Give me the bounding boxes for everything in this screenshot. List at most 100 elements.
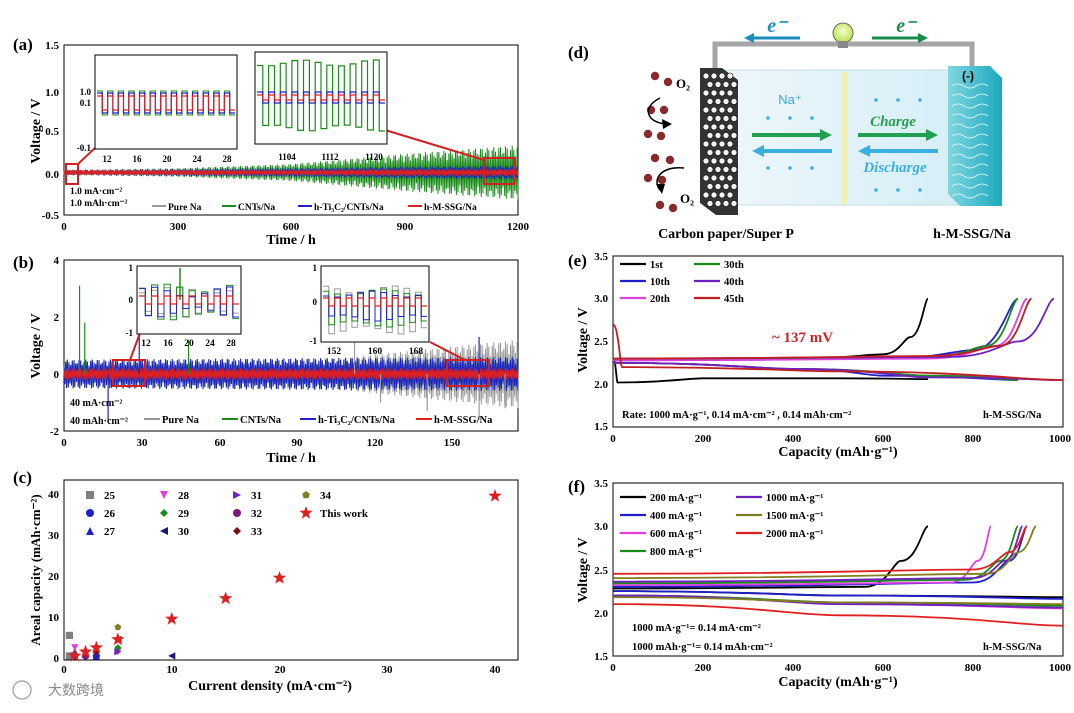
curve-discharge-1500-ma-g- bbox=[612, 596, 1064, 605]
ion-dot bbox=[874, 188, 878, 192]
cathode-pore bbox=[702, 174, 710, 182]
cathode-carbon-paper bbox=[700, 68, 738, 215]
panel-e-label: (e) bbox=[568, 251, 587, 270]
electron-arrow-right-head bbox=[918, 33, 928, 43]
legend-label: h-Ti₃C₂/CNTs/Na bbox=[318, 415, 396, 426]
cathode-pore bbox=[710, 191, 718, 199]
cathode-pore bbox=[710, 174, 718, 182]
panel-e-xtick: 1000 bbox=[1049, 433, 1072, 445]
cathode-pore bbox=[726, 89, 734, 97]
legend-label: 32 bbox=[251, 508, 263, 520]
anode-hmssg-na bbox=[948, 66, 1002, 206]
panel-c-xtick: 30 bbox=[382, 664, 394, 676]
o2-atom bbox=[643, 173, 653, 183]
panel-f-ytick: 3.5 bbox=[594, 478, 608, 490]
legend-label: h-M-SSG/Na bbox=[434, 415, 493, 426]
panel-b-inset-1-xtick: 12 bbox=[141, 339, 151, 349]
panel-b-inset-1-ytick: 1 bbox=[129, 263, 134, 273]
curve-charge-1500-ma-g- bbox=[612, 525, 1037, 579]
cathode-pore bbox=[718, 140, 726, 148]
external-circuit-wire bbox=[712, 41, 975, 72]
cathode-pore bbox=[706, 183, 714, 190]
panel-a-inset-1-ytick: 1.0 bbox=[80, 87, 92, 97]
electron-label-left: e⁻ bbox=[767, 15, 789, 37]
curve-charge-600-ma-g- bbox=[612, 525, 992, 586]
ion-dot bbox=[788, 116, 792, 120]
panel-b-xtick: 60 bbox=[215, 437, 227, 449]
curve-discharge-2000-ma-g- bbox=[612, 603, 1064, 627]
cathode-pore bbox=[706, 200, 714, 207]
legend-marker-26 bbox=[86, 509, 94, 517]
panel-f-xtick: 0 bbox=[610, 662, 616, 674]
curve-discharge-1000-ma-g- bbox=[612, 594, 1064, 609]
panel-e: (e) 3.5 3.0 2.5 2.0 1.5 0 200 400 600 80… bbox=[568, 251, 1072, 460]
panel-b-ytick: 4 bbox=[54, 255, 60, 267]
panel-a-xtick: 600 bbox=[283, 221, 300, 233]
panel-b-inset-1-ytick: 0 bbox=[129, 295, 134, 305]
panel-e-xtick: 0 bbox=[610, 433, 616, 445]
cathode-pore bbox=[726, 157, 734, 165]
legend-label: 33 bbox=[251, 526, 263, 538]
panel-b-inset-1-traces bbox=[139, 268, 239, 321]
curve-charge-200-ma-g- bbox=[612, 525, 929, 590]
panel-c-ylabel: Areal capacity (mAh·cm⁻²) bbox=[28, 494, 43, 645]
discharge-label: Discharge bbox=[862, 160, 927, 176]
panel-c-xtick: 40 bbox=[490, 664, 502, 676]
cathode-pore bbox=[722, 98, 730, 105]
legend-label: 25 bbox=[104, 490, 116, 502]
panel-a-zoom-box-1 bbox=[65, 163, 79, 185]
ion-dot bbox=[810, 116, 814, 120]
panel-b-inset-1-xtick: 20 bbox=[184, 339, 194, 349]
legend-label: 40th bbox=[724, 277, 744, 288]
legend-marker-29 bbox=[160, 509, 168, 517]
cathode-pore bbox=[702, 106, 710, 114]
point-this-work bbox=[219, 591, 233, 605]
point-34 bbox=[114, 623, 122, 631]
panel-f-conversion-current: 1000 mA·g⁻¹= 0.14 mA·cm⁻² bbox=[632, 623, 761, 634]
anode-sign: (-) bbox=[962, 69, 974, 83]
ion-dot bbox=[766, 116, 770, 120]
cathode-pore bbox=[726, 191, 734, 199]
panel-b-inset-2-xtick: 152 bbox=[327, 347, 342, 357]
cathode-pore bbox=[718, 89, 726, 97]
panel-c-points bbox=[65, 489, 502, 662]
anode-layer-line bbox=[951, 143, 989, 149]
o2-atom bbox=[650, 153, 660, 163]
ion-dot bbox=[896, 188, 900, 192]
panel-c-xlabel: Current density (mA·cm⁻²) bbox=[188, 679, 352, 694]
ion-dot bbox=[788, 166, 792, 170]
inset-trace bbox=[257, 94, 385, 101]
panel-a-inset-2-traces bbox=[257, 59, 385, 132]
cathode-pore bbox=[730, 183, 738, 190]
point-25 bbox=[65, 631, 73, 639]
panel-a-xtick: 0 bbox=[61, 221, 67, 233]
panel-e-rate: Rate: 1000 mA·g⁻¹, 0.14 mA·cm⁻² , 0.14 m… bbox=[622, 410, 851, 421]
anode-layer-line bbox=[951, 193, 989, 199]
discharge-arrow-head bbox=[858, 145, 870, 157]
o2-curved-arrow-top-head bbox=[662, 119, 672, 129]
panel-a-ytick: 0.0 bbox=[45, 169, 59, 181]
panel-f-ytick: 3.0 bbox=[594, 521, 608, 533]
cathode-pore bbox=[702, 157, 710, 165]
panel-a-legend: Pure Na CNTs/Na h-Ti₃C₂/CNTs/Na h-M-SSG/… bbox=[152, 203, 477, 213]
panel-a-note: 1.0 mAh·cm⁻² bbox=[70, 199, 128, 209]
panel-a-ylabel: Voltage / V bbox=[29, 98, 44, 163]
panel-a-note: 1.0 mA·cm⁻² bbox=[70, 187, 122, 197]
panel-a-inset-1-ytick: -0.1 bbox=[77, 143, 92, 153]
panel-a-zoom-line bbox=[77, 147, 96, 165]
cathode-pore bbox=[702, 191, 710, 199]
panel-e-xtick: 800 bbox=[965, 433, 982, 445]
cathode-pore bbox=[722, 166, 730, 173]
o2-atom bbox=[656, 131, 666, 141]
panel-a-inset-2-xtick: 1104 bbox=[278, 152, 296, 162]
cathode-pore bbox=[702, 89, 710, 97]
watermark-text: 大数跨境 bbox=[48, 683, 104, 699]
anode-layer-line bbox=[951, 173, 989, 179]
panel-b-xtick: 150 bbox=[444, 437, 461, 449]
panel-a-traces bbox=[63, 145, 519, 200]
panel-f-ytick: 1.5 bbox=[594, 651, 608, 663]
inset-trace bbox=[97, 95, 235, 111]
panel-b-inset-2-ytick: -1 bbox=[310, 336, 318, 346]
panel-b-zoom-box-2 bbox=[446, 359, 490, 387]
